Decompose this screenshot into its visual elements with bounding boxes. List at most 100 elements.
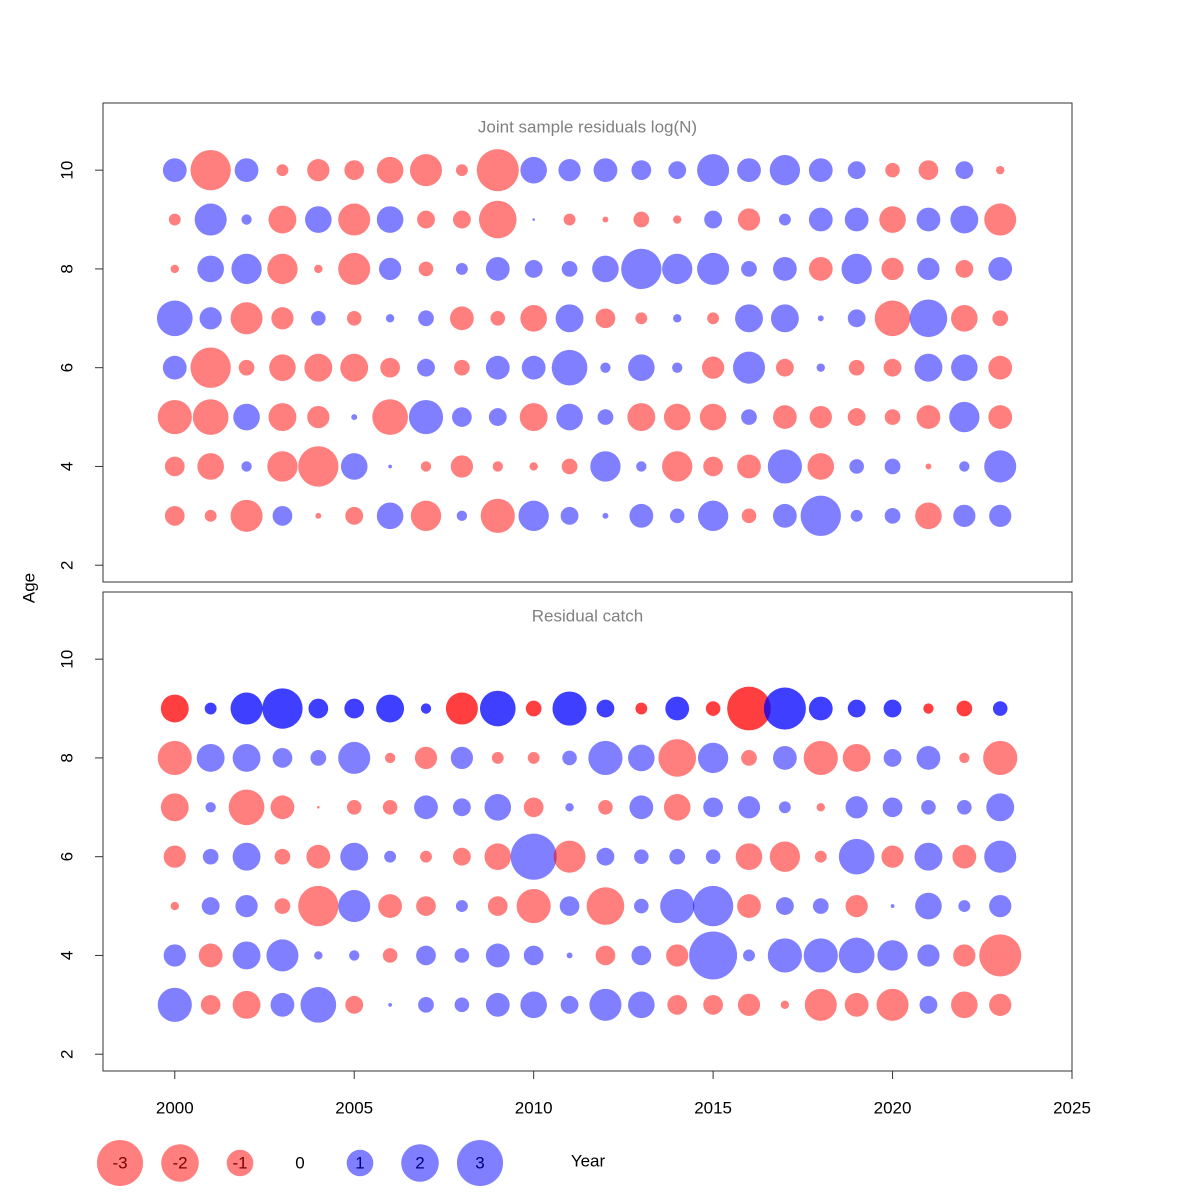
bubble — [416, 945, 436, 966]
x-tick-label: 2010 — [515, 1098, 553, 1117]
bubble — [979, 934, 1022, 977]
bubble — [735, 843, 763, 870]
bubble — [311, 311, 326, 326]
bubble — [410, 500, 442, 531]
bubble — [703, 456, 723, 477]
y-axis-label: Age — [19, 573, 38, 603]
bubble — [529, 462, 538, 471]
bubble — [201, 897, 220, 915]
y-tick-label: 10 — [57, 650, 76, 669]
bubble — [915, 502, 942, 530]
legend-label: 0 — [295, 1153, 304, 1172]
bubble — [163, 944, 186, 967]
bubble — [520, 991, 547, 1019]
bubble — [205, 802, 216, 813]
bubble — [232, 941, 261, 970]
bubble — [523, 797, 544, 818]
bubble — [983, 740, 1018, 776]
bubble — [914, 842, 943, 871]
bubble — [527, 751, 540, 764]
legend-label: -1 — [232, 1153, 247, 1172]
bubble — [772, 746, 797, 770]
bubble — [314, 264, 323, 274]
bubble — [923, 703, 934, 714]
bubble — [879, 206, 906, 233]
bubble — [732, 351, 766, 384]
bubble — [602, 216, 609, 223]
bubble — [488, 408, 507, 426]
bubble — [952, 844, 977, 869]
bubble — [234, 158, 259, 183]
bubble — [918, 160, 939, 181]
bubble — [262, 688, 303, 729]
bubble — [450, 455, 474, 478]
bubble — [241, 461, 252, 472]
bubble — [204, 702, 217, 715]
bubble — [841, 253, 872, 285]
bubble — [673, 215, 682, 224]
bubble — [737, 796, 761, 819]
bubble — [628, 354, 655, 381]
bubble — [162, 158, 187, 183]
bubble — [478, 200, 517, 239]
bubble — [849, 459, 864, 474]
bubble — [665, 696, 690, 721]
bubble — [230, 692, 263, 725]
bubble — [270, 992, 295, 1017]
bubble — [741, 508, 757, 524]
bubble — [414, 746, 438, 770]
bubble — [345, 995, 364, 1014]
bubble — [160, 694, 189, 723]
bubble — [238, 359, 255, 376]
bubble — [420, 850, 432, 863]
bubble — [270, 795, 295, 820]
bubble — [621, 248, 662, 290]
bubble — [697, 742, 729, 774]
bubble — [953, 944, 976, 967]
bubble — [267, 451, 298, 482]
bubble — [454, 948, 470, 963]
bubble — [307, 405, 330, 429]
bubble — [817, 315, 824, 322]
bubble — [510, 833, 557, 880]
bubble — [915, 892, 942, 920]
bubble — [338, 741, 371, 774]
bubble — [772, 257, 797, 281]
bubble — [267, 253, 298, 285]
bubble — [984, 450, 1017, 483]
bubble — [848, 359, 865, 376]
bubble — [636, 461, 647, 472]
bubble — [808, 257, 833, 281]
bubble — [814, 850, 827, 863]
bubble — [660, 888, 695, 924]
bubble — [737, 993, 761, 1016]
bubble — [344, 160, 365, 181]
bubble — [808, 696, 833, 721]
bubble — [310, 750, 327, 766]
bubble — [305, 206, 332, 233]
bubble — [988, 355, 1013, 380]
bubble — [490, 311, 506, 326]
bubble — [809, 405, 832, 429]
bubble — [631, 160, 652, 181]
bubble — [276, 164, 289, 177]
bubble — [378, 894, 403, 918]
bubble — [925, 463, 932, 470]
bubble — [380, 357, 400, 378]
bubble — [416, 896, 436, 916]
bubble — [454, 359, 470, 376]
bubble — [662, 451, 693, 482]
bubble — [703, 994, 723, 1015]
bubble — [308, 698, 329, 719]
bubble — [634, 898, 649, 914]
bubble — [351, 414, 358, 421]
bubble — [556, 403, 583, 431]
bubble — [590, 451, 621, 482]
bubble — [951, 354, 978, 381]
legend-label: 2 — [415, 1153, 424, 1172]
bubble — [518, 500, 549, 531]
bubble — [164, 505, 185, 526]
bubble — [850, 509, 863, 522]
bubble — [988, 257, 1013, 281]
bubble — [525, 700, 542, 717]
